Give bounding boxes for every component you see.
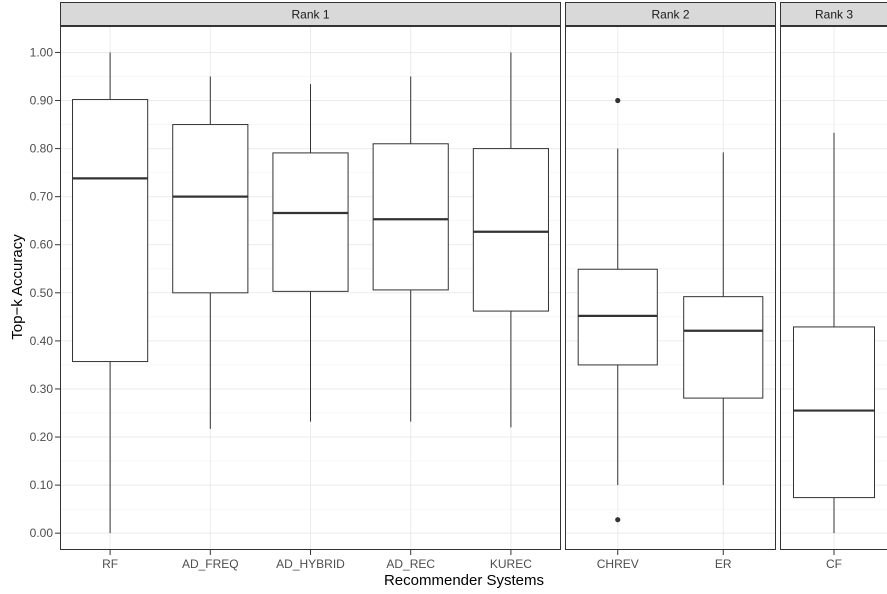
facet-panel: Rank 1 RF AD_FREQ AD_HYBRID AD_REC KUREC (60, 2, 561, 571)
box-iqr (172, 124, 249, 294)
x-tick-label: ER (715, 557, 732, 571)
panel-border (780, 26, 887, 550)
y-tick-label: 0.90 (30, 94, 54, 108)
facet-panel: Rank 3 CF (780, 2, 887, 571)
box-iqr (577, 268, 658, 366)
y-tick-label: 0.30 (30, 382, 54, 396)
box-iqr (472, 148, 549, 312)
box-kurec (472, 52, 549, 428)
facet-strip (565, 2, 776, 26)
box-ad-hybrid (272, 84, 349, 422)
y-tick-label: 1.00 (30, 45, 54, 59)
box-iqr (272, 152, 349, 292)
box-iqr (372, 143, 449, 291)
x-tick-label: AD_REC (386, 557, 435, 571)
y-tick-label: 0.70 (30, 190, 54, 204)
x-tick-label: AD_HYBRID (276, 557, 345, 571)
x-tick-label: CHREV (597, 557, 639, 571)
x-tick-label: KUREC (490, 557, 532, 571)
x-tick-label: CF (826, 557, 842, 571)
y-axis-title: Top−k Accuracy (9, 234, 26, 340)
facet-panels: Rank 1RF AD_FREQ AD_HYBRID AD_REC KURECRank … (60, 2, 887, 571)
panel-border (60, 26, 561, 550)
y-tick-label: 0.00 (30, 526, 54, 540)
facet-strip-label: Rank 3 (815, 8, 853, 22)
facet-strip-label: Rank 1 (291, 8, 329, 22)
facet-panel: Rank 2 CHREV ER (565, 2, 776, 571)
y-axis: 0.00 0.10 0.20 0.30 0.40 0.50 0.60 0.70 0.80 0.90… (30, 45, 60, 540)
facet-strip (780, 2, 887, 26)
box-iqr (72, 99, 149, 363)
x-tick-label: RF (102, 557, 118, 571)
outlier-point (615, 97, 621, 104)
x-tick-label: AD_FREQ (182, 557, 239, 571)
box-ad-rec (372, 76, 449, 422)
facet-strip (60, 2, 561, 26)
y-tick-label: 0.60 (30, 238, 54, 252)
panel-border (565, 26, 776, 550)
y-tick-label: 0.20 (30, 430, 54, 444)
y-tick-label: 0.80 (30, 142, 54, 156)
y-tick-label: 0.40 (30, 334, 54, 348)
box-er (683, 152, 764, 486)
box-rf (72, 52, 149, 534)
x-axis-title: Recommender Systems (384, 572, 544, 589)
box-iqr (683, 296, 764, 399)
box-iqr (793, 326, 875, 499)
y-tick-label: 0.50 (30, 286, 54, 300)
box-ad-freq (172, 76, 249, 429)
facet-strip-label: Rank 2 (651, 8, 689, 22)
y-tick-label: 0.10 (30, 478, 54, 492)
box-cf (793, 132, 875, 534)
box-chrev (577, 97, 658, 523)
outlier-point (615, 517, 621, 523)
